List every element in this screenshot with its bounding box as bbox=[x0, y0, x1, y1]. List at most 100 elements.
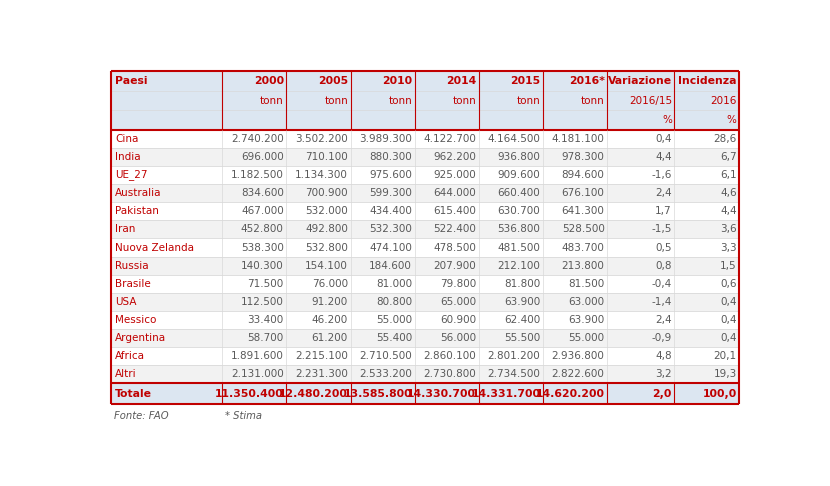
Text: 55.500: 55.500 bbox=[504, 333, 540, 343]
Text: tonn: tonn bbox=[260, 96, 284, 105]
Text: 1.891.600: 1.891.600 bbox=[231, 351, 284, 361]
Text: tonn: tonn bbox=[581, 96, 604, 105]
Text: Pakistan: Pakistan bbox=[115, 206, 159, 216]
Text: 71.500: 71.500 bbox=[247, 279, 284, 289]
Text: -0,9: -0,9 bbox=[652, 333, 672, 343]
Text: 0,8: 0,8 bbox=[656, 260, 672, 271]
Text: Russia: Russia bbox=[115, 260, 149, 271]
Text: 14.620.200: 14.620.200 bbox=[535, 389, 604, 399]
Text: 536.800: 536.800 bbox=[497, 225, 540, 234]
Text: 79.800: 79.800 bbox=[440, 279, 476, 289]
Text: 2.801.200: 2.801.200 bbox=[488, 351, 540, 361]
Text: * Stima: * Stima bbox=[226, 411, 262, 421]
Text: 2016: 2016 bbox=[710, 96, 737, 105]
Text: 63.900: 63.900 bbox=[504, 297, 540, 307]
Text: 2.822.600: 2.822.600 bbox=[552, 369, 604, 380]
Text: tonn: tonn bbox=[388, 96, 413, 105]
Text: 58.700: 58.700 bbox=[247, 333, 284, 343]
Text: 13.585.800: 13.585.800 bbox=[344, 389, 413, 399]
Text: 19,3: 19,3 bbox=[714, 369, 737, 380]
Bar bbox=[111, 293, 740, 311]
Text: 700.900: 700.900 bbox=[305, 188, 348, 198]
Text: 11.350.400: 11.350.400 bbox=[215, 389, 284, 399]
Text: USA: USA bbox=[115, 297, 137, 307]
Text: 63.000: 63.000 bbox=[569, 297, 604, 307]
Text: 91.200: 91.200 bbox=[312, 297, 348, 307]
Text: 55.000: 55.000 bbox=[569, 333, 604, 343]
Text: 4.122.700: 4.122.700 bbox=[423, 134, 476, 144]
Text: 467.000: 467.000 bbox=[241, 206, 284, 216]
Text: 55.000: 55.000 bbox=[376, 315, 413, 325]
Bar bbox=[111, 383, 740, 404]
Text: 55.400: 55.400 bbox=[376, 333, 413, 343]
Bar bbox=[111, 202, 740, 220]
Text: 2.533.200: 2.533.200 bbox=[359, 369, 413, 380]
Text: Iran: Iran bbox=[115, 225, 135, 234]
Text: 909.600: 909.600 bbox=[498, 170, 540, 180]
Text: 2.131.000: 2.131.000 bbox=[231, 369, 284, 380]
Text: 33.400: 33.400 bbox=[247, 315, 284, 325]
Text: 2,4: 2,4 bbox=[656, 188, 672, 198]
Text: Cina: Cina bbox=[115, 134, 139, 144]
Text: 3.989.300: 3.989.300 bbox=[359, 134, 413, 144]
Text: 880.300: 880.300 bbox=[369, 152, 413, 162]
Bar bbox=[111, 275, 740, 293]
Text: -1,6: -1,6 bbox=[652, 170, 672, 180]
Text: 481.500: 481.500 bbox=[497, 243, 540, 253]
Bar bbox=[111, 365, 740, 383]
Text: 65.000: 65.000 bbox=[440, 297, 476, 307]
Text: 46.200: 46.200 bbox=[312, 315, 348, 325]
Text: 184.600: 184.600 bbox=[369, 260, 413, 271]
Text: 2.936.800: 2.936.800 bbox=[552, 351, 604, 361]
Text: 63.900: 63.900 bbox=[569, 315, 604, 325]
Text: 112.500: 112.500 bbox=[241, 297, 284, 307]
Text: 532.800: 532.800 bbox=[305, 243, 348, 253]
Text: 0,6: 0,6 bbox=[720, 279, 737, 289]
Text: 532.000: 532.000 bbox=[305, 206, 348, 216]
Text: -1,5: -1,5 bbox=[652, 225, 672, 234]
Text: 2.740.200: 2.740.200 bbox=[231, 134, 284, 144]
Bar bbox=[111, 130, 740, 148]
Text: 20,1: 20,1 bbox=[714, 351, 737, 361]
Text: 474.100: 474.100 bbox=[369, 243, 413, 253]
Text: 3,2: 3,2 bbox=[656, 369, 672, 380]
Text: 710.100: 710.100 bbox=[305, 152, 348, 162]
Text: %: % bbox=[727, 115, 737, 125]
Text: tonn: tonn bbox=[325, 96, 348, 105]
Text: 100,0: 100,0 bbox=[702, 389, 737, 399]
Bar bbox=[111, 148, 740, 166]
Text: 62.400: 62.400 bbox=[504, 315, 540, 325]
Text: 213.800: 213.800 bbox=[562, 260, 604, 271]
Text: 538.300: 538.300 bbox=[241, 243, 284, 253]
Text: 434.400: 434.400 bbox=[369, 206, 413, 216]
Text: Fonte: FAO: Fonte: FAO bbox=[114, 411, 168, 421]
Text: Totale: Totale bbox=[115, 389, 153, 399]
Text: 975.600: 975.600 bbox=[369, 170, 413, 180]
Text: 2.730.800: 2.730.800 bbox=[423, 369, 476, 380]
Text: 76.000: 76.000 bbox=[312, 279, 348, 289]
Text: tonn: tonn bbox=[517, 96, 540, 105]
Text: 0,4: 0,4 bbox=[720, 297, 737, 307]
Text: 4,8: 4,8 bbox=[656, 351, 672, 361]
Text: 1.182.500: 1.182.500 bbox=[231, 170, 284, 180]
Text: 2.734.500: 2.734.500 bbox=[487, 369, 540, 380]
Text: 80.800: 80.800 bbox=[376, 297, 413, 307]
Text: 212.100: 212.100 bbox=[497, 260, 540, 271]
Text: Incidenza: Incidenza bbox=[678, 76, 737, 86]
Text: 492.800: 492.800 bbox=[305, 225, 348, 234]
Text: 0,4: 0,4 bbox=[656, 134, 672, 144]
Text: Nuova Zelanda: Nuova Zelanda bbox=[115, 243, 194, 253]
Text: 2.710.500: 2.710.500 bbox=[359, 351, 413, 361]
Text: 4,6: 4,6 bbox=[720, 188, 737, 198]
Text: 676.100: 676.100 bbox=[562, 188, 604, 198]
Bar bbox=[111, 220, 740, 239]
Text: 696.000: 696.000 bbox=[241, 152, 284, 162]
Text: 6,1: 6,1 bbox=[720, 170, 737, 180]
Text: Africa: Africa bbox=[115, 351, 145, 361]
Text: 154.100: 154.100 bbox=[305, 260, 348, 271]
Text: 3,6: 3,6 bbox=[720, 225, 737, 234]
Text: 2,0: 2,0 bbox=[652, 389, 672, 399]
Text: 641.300: 641.300 bbox=[562, 206, 604, 216]
Text: 3,3: 3,3 bbox=[720, 243, 737, 253]
Text: 528.500: 528.500 bbox=[562, 225, 604, 234]
